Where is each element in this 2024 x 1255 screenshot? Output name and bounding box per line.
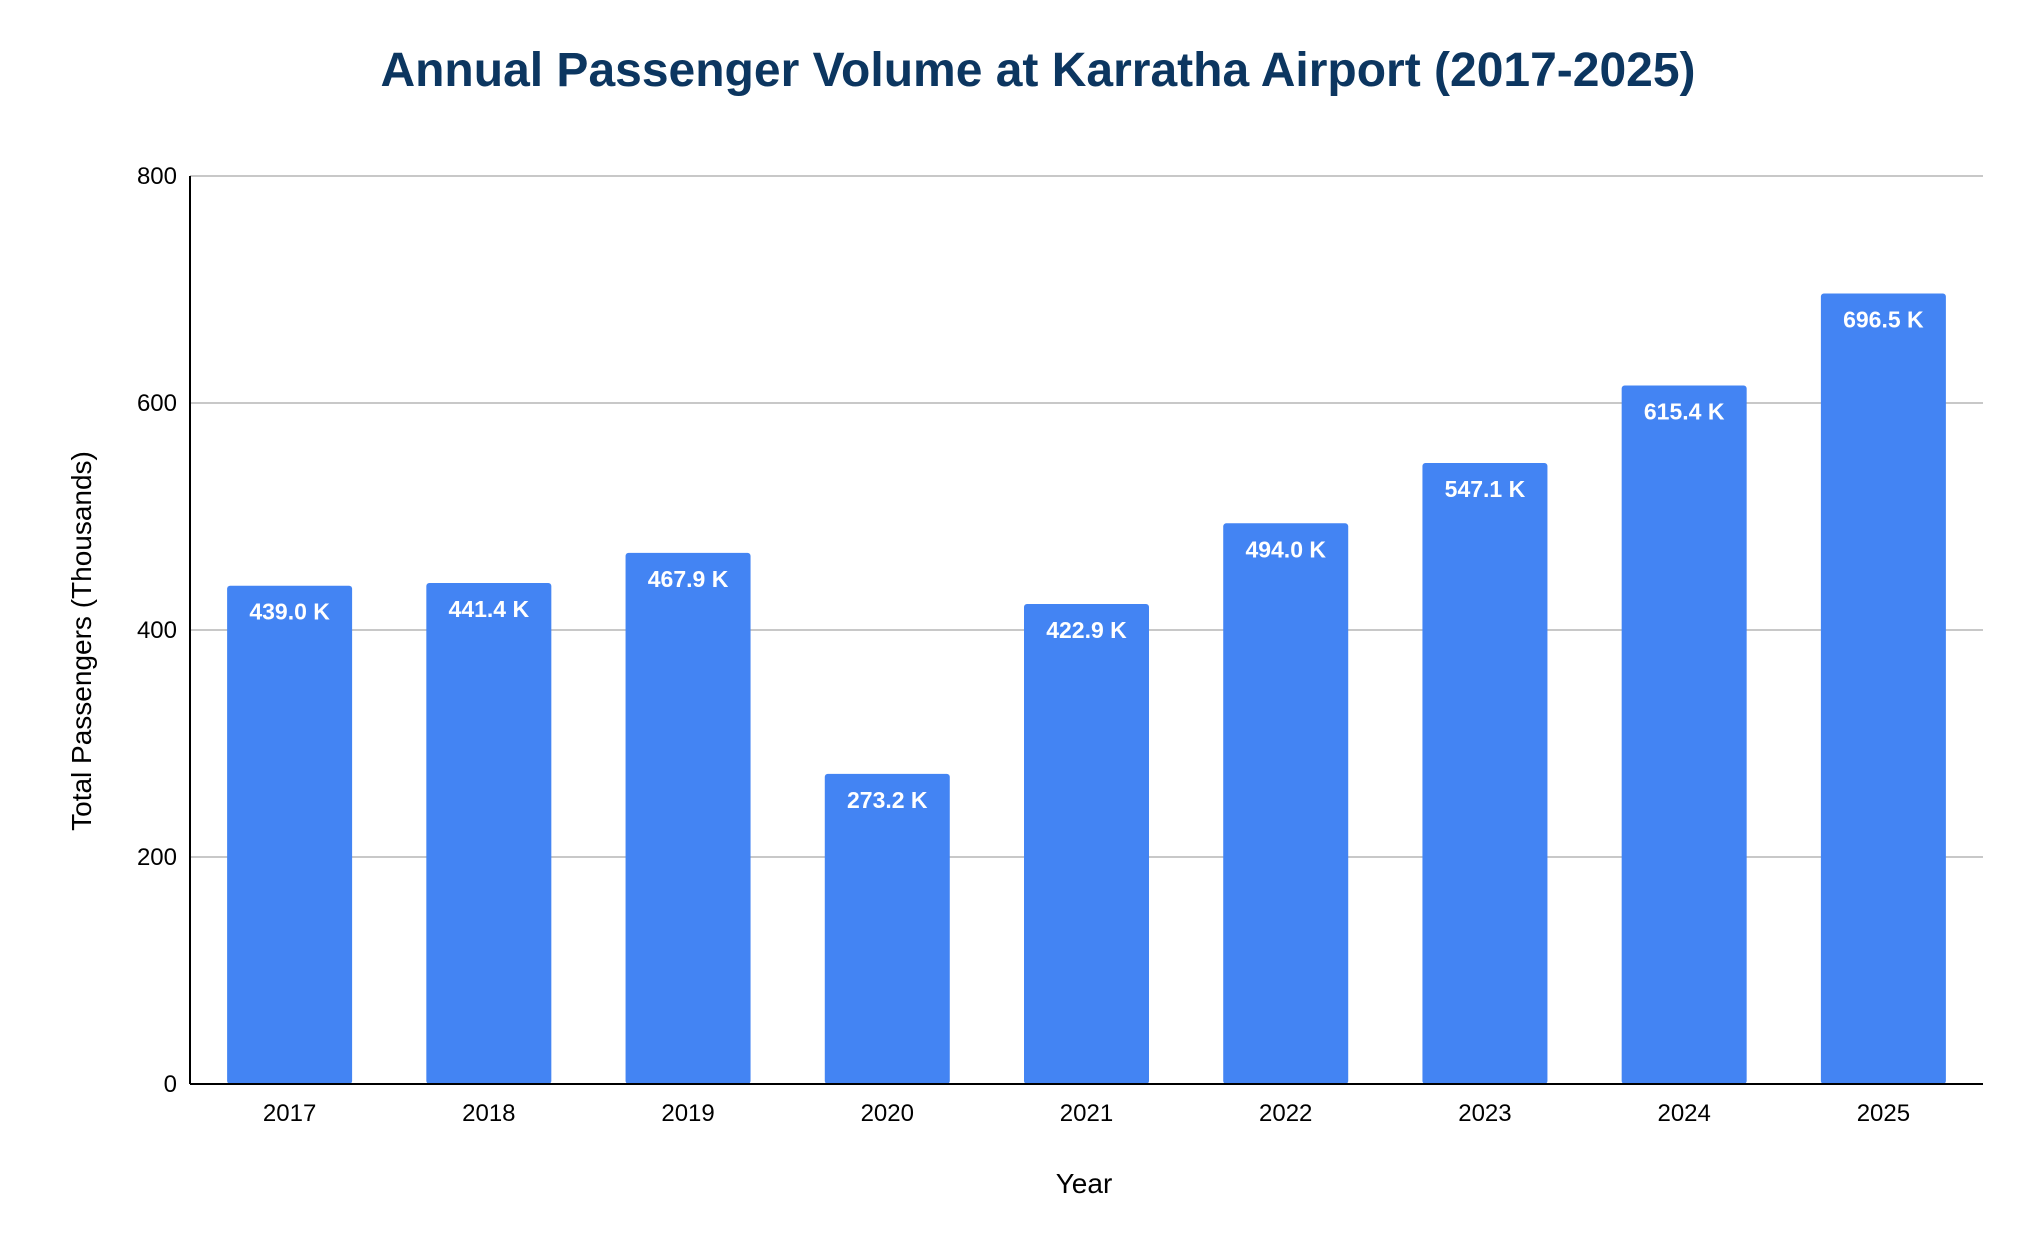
bar-2021 <box>1024 604 1149 1084</box>
bar-2022 <box>1223 523 1349 1084</box>
x-axis-title: Year <box>1056 1168 1113 1199</box>
y-tick-label: 800 <box>137 163 177 190</box>
bars <box>227 293 1946 1084</box>
axes <box>189 176 1983 1085</box>
y-tick-label: 400 <box>137 617 177 644</box>
y-axis-title: Total Passengers (Thousands) <box>66 451 97 831</box>
bar-2017 <box>227 585 353 1084</box>
y-tick-label: 200 <box>137 844 177 871</box>
x-tick-label: 2020 <box>861 1100 914 1127</box>
x-tick-label: 2023 <box>1458 1100 1511 1127</box>
bar-2020 <box>824 773 950 1084</box>
bar-2024 <box>1621 385 1747 1084</box>
data-label: 696.5 K <box>1843 306 1924 332</box>
bar-2023 <box>1422 463 1548 1084</box>
data-label: 494.0 K <box>1245 536 1326 562</box>
x-tick-labels: 2017 2018 2019 2020 2021 2022 2023 2024 2025 <box>263 1100 1910 1127</box>
x-tick-label: 2021 <box>1060 1100 1113 1127</box>
x-tick-label: 2025 <box>1857 1100 1910 1127</box>
data-label: 439.0 K <box>249 599 330 625</box>
data-label: 273.2 K <box>847 787 928 813</box>
x-tick-label: 2019 <box>661 1100 714 1127</box>
data-label: 547.1 K <box>1445 476 1526 502</box>
x-tick-label: 2018 <box>462 1100 515 1127</box>
y-tick-labels: 0 200 400 600 800 <box>137 163 177 1098</box>
bar-2019 <box>625 552 751 1084</box>
bar-2018 <box>426 583 552 1084</box>
x-tick-label: 2024 <box>1657 1100 1710 1127</box>
chart-title: Annual Passenger Volume at Karratha Airp… <box>380 44 1695 97</box>
y-tick-label: 600 <box>137 390 177 417</box>
data-label: 422.9 K <box>1046 617 1127 643</box>
data-label: 441.4 K <box>449 596 530 622</box>
x-tick-label: 2022 <box>1259 1100 1312 1127</box>
data-label: 615.4 K <box>1644 399 1725 425</box>
bar-2025 <box>1820 293 1946 1084</box>
x-tick-label: 2017 <box>263 1100 316 1127</box>
data-label: 467.9 K <box>648 566 729 592</box>
y-tick-label: 0 <box>164 1071 177 1098</box>
data-labels: 439.0 K 441.4 K 467.9 K 273.2 K 422.9 K 494.0… <box>249 306 1924 812</box>
